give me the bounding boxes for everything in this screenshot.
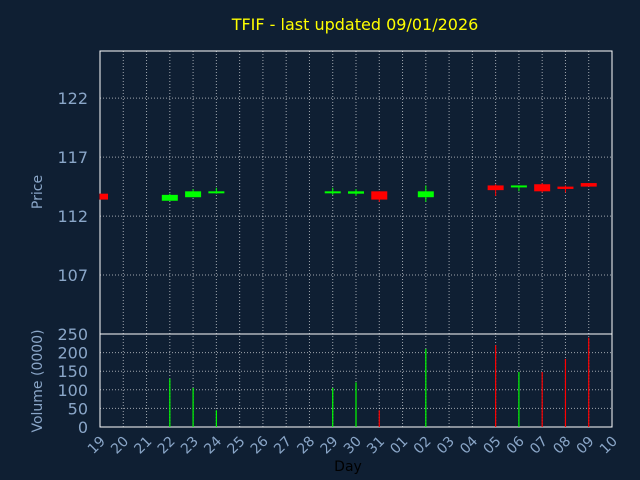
candle-body: [208, 191, 225, 194]
x-tick-label: 02: [411, 434, 435, 458]
x-tick-label: 03: [434, 434, 458, 458]
x-tick-label: 19: [85, 434, 109, 458]
candle-body: [324, 191, 341, 194]
price-tick-label: 107: [57, 266, 88, 285]
x-tick-label: 09: [574, 434, 598, 458]
volume-bars: [169, 337, 590, 427]
x-tick-label: 10: [597, 434, 621, 458]
candle-body: [487, 185, 504, 191]
x-tick-label: 20: [108, 434, 132, 458]
x-tick-label: 31: [364, 434, 388, 458]
volume-tick-label: 200: [57, 344, 88, 363]
price-tick-label: 112: [57, 207, 88, 226]
x-tick-label: 06: [504, 433, 528, 457]
volume-axis-label: Volume (0000): [30, 329, 46, 432]
x-tick-label: 25: [225, 434, 249, 458]
candles: [99, 183, 597, 202]
candle-body: [510, 185, 527, 188]
volume-tick-label: 250: [57, 325, 88, 344]
candle-body: [371, 191, 388, 200]
volume-tick-label: 0: [78, 418, 88, 437]
x-tick-label: 30: [341, 434, 365, 458]
x-tick-label: 29: [318, 434, 342, 458]
x-tick-label: 01: [387, 434, 411, 458]
volume-tick-label: 100: [57, 381, 88, 400]
price-tick-label: 117: [57, 148, 88, 167]
candle-body: [580, 183, 597, 187]
chart-title: TFIF - last updated 09/01/2026: [231, 15, 479, 34]
x-tick-label: 26: [248, 433, 272, 457]
price-axis: 107 112 117 122: [57, 89, 88, 285]
x-tick-label: 08: [550, 434, 574, 458]
x-tick-label: 27: [271, 434, 295, 458]
x-tick-label: 28: [294, 434, 318, 458]
x-tick-label: 24: [201, 433, 225, 457]
x-tick-label: 21: [131, 434, 155, 458]
x-tick-label: 23: [178, 434, 202, 458]
x-axis-label: Day: [334, 459, 362, 475]
volume-tick-label: 50: [68, 399, 88, 418]
candle-body: [348, 191, 364, 194]
candle-body: [185, 191, 202, 198]
candle-body: [534, 184, 551, 192]
candle-body: [161, 194, 178, 201]
x-tick-label: 05: [481, 434, 505, 458]
x-tick-label: 04: [457, 433, 481, 457]
x-axis: 19 20 21 22 23 24 25 26 27 28 29 30 31 01 02 03 04 05 06 07…: [85, 433, 621, 457]
price-axis-label: Price: [30, 175, 46, 209]
candle-body: [417, 191, 434, 198]
x-tick-label: 07: [527, 434, 551, 458]
price-tick-label: 122: [57, 89, 88, 108]
volume-tick-label: 150: [57, 362, 88, 381]
candle-body: [557, 186, 574, 189]
grid: [99, 51, 613, 427]
x-tick-label: 22: [155, 434, 179, 458]
candle-body: [100, 193, 108, 200]
